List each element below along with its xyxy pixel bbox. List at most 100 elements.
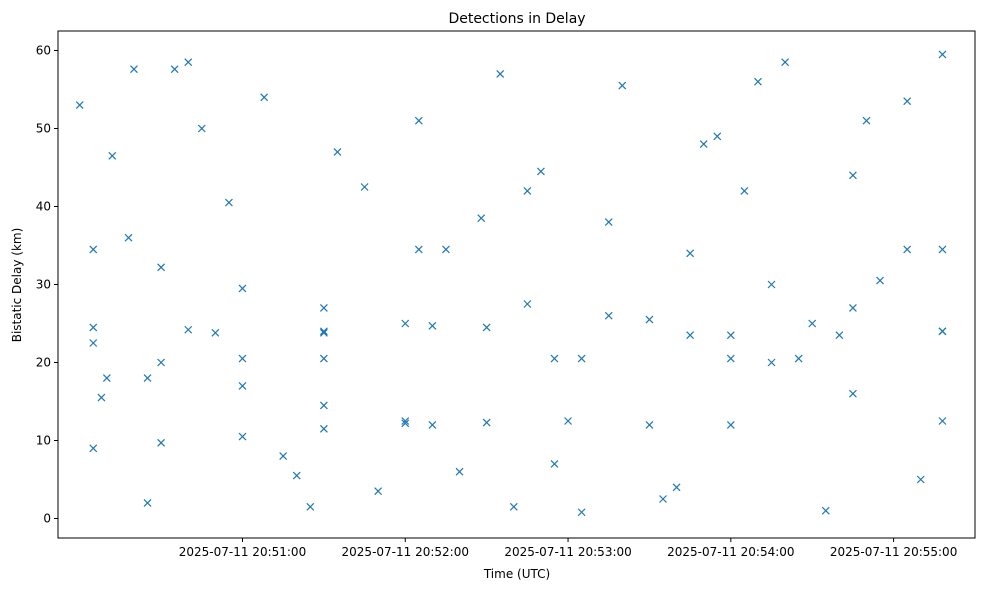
data-point	[401, 319, 410, 328]
data-point	[604, 311, 613, 320]
data-point	[292, 471, 301, 480]
y-tick-label: 40	[36, 200, 51, 214]
data-point	[938, 327, 947, 336]
data-point	[699, 140, 708, 149]
data-point	[781, 58, 790, 67]
data-point	[848, 171, 857, 180]
data-point	[876, 276, 884, 285]
x-axis-ticks: 2025-07-11 20:51:00 2025-07-11 20:52:00 20…	[179, 538, 957, 559]
data-point	[903, 97, 912, 106]
y-tick-label: 50	[36, 122, 51, 136]
y-tick-label: 0	[43, 512, 51, 526]
data-point	[713, 132, 722, 141]
data-point	[794, 354, 803, 363]
data-point	[143, 498, 152, 507]
data-point	[577, 354, 586, 363]
data-point	[143, 374, 152, 383]
data-point	[75, 101, 84, 110]
data-point	[938, 245, 947, 254]
data-point	[767, 358, 776, 367]
y-tick-label: 10	[36, 434, 51, 448]
data-point	[184, 58, 193, 67]
y-axis-label: Bistatic Delay (km)	[10, 228, 24, 343]
data-point	[577, 508, 586, 517]
data-point	[238, 354, 247, 363]
data-point	[740, 186, 749, 195]
data-point	[374, 487, 383, 496]
data-point	[523, 186, 532, 195]
data-point	[509, 502, 518, 511]
scatter-points	[75, 50, 947, 517]
data-point	[564, 417, 572, 425]
data-point	[645, 315, 654, 324]
y-tick-label: 30	[36, 278, 51, 292]
x-tick-label: 2025-07-11 20:55:00	[830, 545, 957, 559]
plot-area-frame	[57, 30, 976, 539]
chart-title: Detections in Delay	[448, 11, 585, 27]
data-point	[97, 393, 106, 402]
data-point	[523, 300, 532, 308]
data-point	[848, 303, 857, 312]
data-point	[550, 354, 559, 363]
data-point	[482, 418, 491, 427]
data-point	[184, 325, 193, 334]
data-point	[238, 284, 247, 293]
data-point	[157, 263, 166, 272]
data-point	[754, 77, 762, 86]
data-point	[401, 417, 410, 425]
data-point	[428, 420, 437, 429]
data-point	[604, 218, 613, 227]
data-point	[89, 444, 98, 453]
data-point	[333, 147, 342, 156]
data-point	[157, 438, 166, 447]
y-tick-label: 20	[36, 356, 51, 370]
data-point	[686, 249, 695, 258]
data-point	[157, 358, 166, 367]
data-point	[442, 245, 450, 254]
data-point	[102, 374, 111, 383]
data-point	[726, 331, 735, 340]
data-point	[108, 151, 117, 160]
data-point	[319, 303, 328, 312]
data-point	[279, 452, 288, 461]
data-point	[645, 420, 654, 429]
x-tick-label: 2025-07-11 20:52:00	[342, 545, 469, 559]
data-point	[319, 354, 328, 363]
x-tick-label: 2025-07-11 20:53:00	[504, 545, 631, 559]
data-point	[130, 65, 138, 74]
data-point	[938, 417, 947, 425]
data-point	[659, 495, 667, 503]
x-tick-label: 2025-07-11 20:54:00	[667, 545, 794, 559]
data-point	[238, 432, 247, 441]
data-point	[124, 233, 133, 242]
data-point	[848, 389, 857, 398]
data-point	[170, 65, 179, 74]
y-axis-ticks: 0 10 20 30 40 50 60	[36, 44, 58, 526]
data-point	[821, 506, 830, 515]
data-point	[89, 245, 98, 254]
data-point	[89, 339, 98, 347]
data-point	[477, 214, 486, 223]
data-point	[536, 167, 545, 176]
data-point	[211, 328, 220, 337]
x-tick-label: 2025-07-11 20:51:00	[179, 545, 306, 559]
data-point	[862, 116, 871, 125]
data-point	[319, 424, 328, 433]
data-point	[89, 323, 98, 332]
data-point	[903, 245, 912, 254]
x-axis-label: Time (UTC)	[483, 567, 550, 581]
data-point	[686, 331, 695, 340]
data-point	[767, 280, 776, 289]
data-point	[618, 81, 627, 90]
data-point	[428, 321, 437, 330]
data-point	[835, 331, 844, 340]
data-point	[306, 502, 315, 511]
data-point	[726, 420, 735, 429]
data-point	[238, 381, 247, 390]
data-point	[916, 475, 925, 484]
data-point	[455, 467, 464, 476]
data-point	[414, 245, 423, 254]
